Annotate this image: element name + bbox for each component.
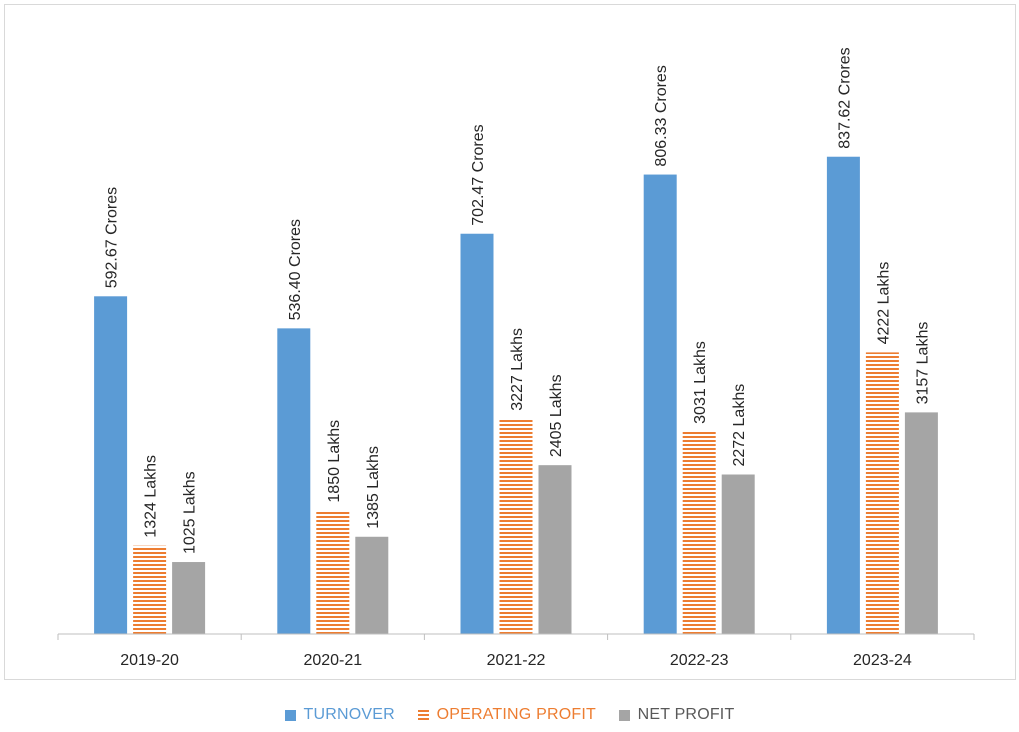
data-label-net-profit-2021-22: 2405 Lakhs (548, 374, 565, 457)
data-label-operating-profit-2021-22: 3227 Lakhs (509, 328, 526, 411)
legend-item-turnover: TURNOVER (284, 706, 395, 724)
data-label-operating-profit-2023-24: 4222 Lakhs (875, 262, 892, 345)
bar-net-profit-2021-22 (538, 465, 572, 634)
bar-operating-profit-2023-24 (865, 352, 899, 634)
x-axis-category-label: 2021-22 (487, 652, 546, 669)
bar-turnover-2021-22 (460, 233, 494, 634)
bar-net-profit-2020-21 (355, 536, 389, 634)
data-label-turnover-2023-24: 837.62 Crores (836, 47, 853, 148)
chart-frame (4, 4, 1016, 680)
data-labels-layer: 592.67 Crores 1324 Lakhs 1025 Lakhs 536.40 … (104, 47, 932, 554)
data-label-operating-profit-2022-23: 3031 Lakhs (692, 341, 709, 424)
bar-turnover-2020-21 (277, 328, 311, 634)
legend-swatch-turnover (284, 709, 296, 721)
legend-item-operating-profit: OPERATING PROFIT (417, 706, 596, 724)
bar-operating-profit-2019-20 (133, 545, 167, 634)
x-axis-category-label: 2022-23 (670, 652, 729, 669)
bar-operating-profit-2020-21 (316, 510, 350, 634)
bars-layer (94, 156, 938, 634)
bar-net-profit-2019-20 (172, 562, 206, 634)
legend-swatch-operating-profit (417, 709, 429, 721)
data-label-net-profit-2020-21: 1385 Lakhs (365, 446, 382, 529)
bar-net-profit-2022-23 (721, 474, 755, 634)
data-label-turnover-2021-22: 702.47 Crores (470, 124, 487, 225)
x-axis-ticks (57, 634, 975, 640)
data-label-operating-profit-2019-20: 1324 Lakhs (143, 455, 160, 538)
x-axis-category-label: 2023-24 (853, 652, 912, 669)
x-axis-category-label: 2020-21 (303, 652, 362, 669)
legend-swatch-net-profit (618, 709, 630, 721)
bar-net-profit-2023-24 (904, 412, 938, 634)
legend-label-turnover: TURNOVER (303, 706, 395, 723)
legend: TURNOVER OPERATING PROFIT NET PROFIT (0, 706, 1019, 726)
data-label-net-profit-2023-24: 3157 Lakhs (914, 322, 931, 405)
bar-turnover-2022-23 (643, 174, 677, 634)
data-label-net-profit-2022-23: 2272 Lakhs (731, 384, 748, 467)
data-label-turnover-2020-21: 536.40 Crores (287, 219, 304, 320)
bar-operating-profit-2022-23 (682, 431, 716, 634)
bar-turnover-2019-20 (94, 296, 128, 634)
data-label-turnover-2019-20: 592.67 Crores (104, 187, 121, 288)
data-label-operating-profit-2020-21: 1850 Lakhs (326, 420, 343, 503)
bar-turnover-2023-24 (826, 156, 860, 634)
legend-item-net-profit: NET PROFIT (618, 706, 735, 724)
x-axis-category-label: 2019-20 (120, 652, 179, 669)
data-label-turnover-2022-23: 806.33 Crores (653, 65, 670, 166)
legend-label-operating-profit: OPERATING PROFIT (436, 706, 596, 723)
bar-operating-profit-2021-22 (499, 418, 533, 634)
data-label-net-profit-2019-20: 1025 Lakhs (182, 471, 199, 554)
bar-chart: 592.67 Crores 1324 Lakhs 1025 Lakhs 536.40 … (57, 47, 975, 669)
legend-label-net-profit: NET PROFIT (637, 706, 735, 723)
x-axis-category-labels: 2019-20 2020-21 2021-22 2022-23 2023-24 (120, 652, 912, 669)
